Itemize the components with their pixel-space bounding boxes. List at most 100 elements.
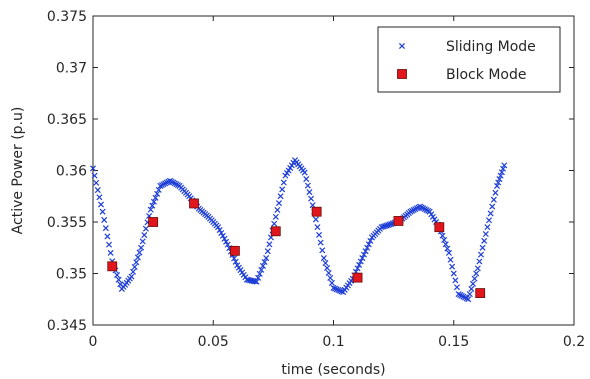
sliding-mode-point xyxy=(445,249,452,256)
x-marker-stroke xyxy=(115,276,122,283)
sliding-mode-point xyxy=(147,206,154,213)
x-marker-stroke xyxy=(477,251,485,258)
sliding-mode-trace-marker xyxy=(223,238,230,245)
x-tick-label: 0.1 xyxy=(322,334,344,350)
sliding-mode-trace-marker xyxy=(489,203,496,210)
sliding-mode-point xyxy=(99,208,106,215)
x-marker-stroke xyxy=(176,182,183,189)
x-marker-stroke xyxy=(330,284,337,291)
sliding-mode-trace-marker xyxy=(93,179,100,186)
sliding-mode-point xyxy=(407,208,414,215)
x-marker-stroke xyxy=(447,256,454,263)
sliding-mode-trace-marker xyxy=(471,275,478,282)
sliding-mode-trace-marker xyxy=(149,202,156,209)
sliding-mode-trace-marker xyxy=(114,272,121,279)
x-marker-stroke xyxy=(114,272,121,279)
sliding-mode-point xyxy=(263,255,270,262)
x-marker-stroke xyxy=(444,245,451,252)
x-marker-stroke xyxy=(186,193,193,200)
x-marker-stroke xyxy=(378,224,385,231)
sliding-mode-trace-marker xyxy=(104,233,111,240)
x-marker-stroke xyxy=(136,249,143,256)
sliding-mode-point xyxy=(157,182,164,189)
x-marker-stroke xyxy=(94,187,101,194)
x-marker-stroke xyxy=(107,249,114,256)
sliding-mode-point xyxy=(484,224,491,231)
block-mode-point xyxy=(189,198,199,209)
sliding-mode-trace-marker xyxy=(216,227,223,234)
x-marker-stroke xyxy=(259,262,266,269)
sliding-mode-trace-marker xyxy=(218,229,225,237)
y-tick-label: 0.365 xyxy=(47,112,87,128)
block-mode-point xyxy=(393,216,404,226)
sliding-mode-trace-marker xyxy=(131,263,138,271)
x-marker-stroke xyxy=(99,208,106,215)
x-marker-stroke xyxy=(433,218,440,226)
y-tick-label: 0.35 xyxy=(56,267,87,283)
x-marker-stroke xyxy=(340,289,347,296)
sliding-mode-point xyxy=(291,157,299,164)
block-mode-point xyxy=(270,226,281,237)
y-axis-label: Active Power (p.u) xyxy=(10,107,26,235)
x-marker-stroke xyxy=(277,193,284,200)
sliding-mode-point xyxy=(89,165,97,172)
sliding-mode-trace-marker xyxy=(154,190,161,197)
x-marker-stroke xyxy=(166,177,173,184)
x-marker-stroke xyxy=(500,165,507,172)
sliding-mode-point xyxy=(368,234,376,241)
y-tick-label: 0.345 xyxy=(47,318,87,334)
x-marker-stroke xyxy=(428,211,435,218)
sliding-mode-trace-marker xyxy=(479,244,486,251)
sliding-mode-trace-marker xyxy=(312,216,319,223)
x-marker-stroke xyxy=(89,165,97,172)
x-marker-stroke xyxy=(303,176,310,183)
sliding-mode-trace-marker xyxy=(150,198,157,205)
x-marker-stroke xyxy=(356,261,363,268)
x-marker-stroke xyxy=(482,230,489,238)
sliding-mode-trace-marker xyxy=(365,241,372,248)
x-marker-stroke xyxy=(368,234,376,241)
sliding-mode-trace-marker xyxy=(441,237,448,244)
sliding-mode-trace-marker xyxy=(258,266,265,273)
x-marker-stroke xyxy=(263,255,270,262)
x-marker-stroke xyxy=(142,225,149,232)
sliding-mode-point xyxy=(455,291,462,298)
sliding-mode-point xyxy=(186,193,193,200)
x-marker-stroke xyxy=(487,210,494,217)
x-marker-stroke xyxy=(490,196,497,203)
x-marker-stroke xyxy=(266,241,273,248)
x-marker-stroke xyxy=(232,258,239,265)
x-marker-stroke xyxy=(429,213,436,220)
x-marker-stroke xyxy=(320,255,327,262)
sliding-mode-point xyxy=(138,244,145,251)
x-marker-stroke xyxy=(118,285,125,292)
x-tick-label: 0 xyxy=(89,334,98,350)
axis-ticks: 0 0.05 0.1 0.15 0.2 0.345 0.35 0.355 0.36 0.365 0.… xyxy=(47,9,585,350)
x-marker-stroke xyxy=(157,182,164,189)
sliding-mode-trace-marker xyxy=(107,249,114,256)
x-marker-stroke xyxy=(216,227,223,234)
x-marker-stroke xyxy=(365,241,372,248)
x-marker-stroke xyxy=(473,270,480,277)
x-marker-stroke xyxy=(367,237,374,244)
sliding-mode-trace-marker xyxy=(332,285,339,292)
x-marker-stroke xyxy=(465,296,472,303)
sliding-mode-point xyxy=(118,285,125,292)
x-marker-stroke xyxy=(146,212,153,220)
sliding-mode-trace-marker xyxy=(477,251,485,258)
x-tick-label: 0.2 xyxy=(563,334,585,350)
x-marker-stroke xyxy=(485,217,493,224)
sliding-mode-trace-marker xyxy=(136,249,143,256)
sliding-mode-trace-marker xyxy=(115,276,122,283)
x-marker-stroke xyxy=(264,248,271,255)
x-marker-stroke xyxy=(221,235,228,242)
sliding-mode-trace-marker xyxy=(447,256,454,263)
sliding-mode-point xyxy=(494,182,501,189)
sliding-mode-trace-marker xyxy=(386,221,393,228)
x-marker-stroke xyxy=(495,179,502,186)
x-marker-stroke xyxy=(149,202,156,209)
y-tick-label: 0.375 xyxy=(47,9,87,25)
sliding-mode-trace-marker xyxy=(496,176,503,183)
x-marker-stroke xyxy=(431,216,438,223)
